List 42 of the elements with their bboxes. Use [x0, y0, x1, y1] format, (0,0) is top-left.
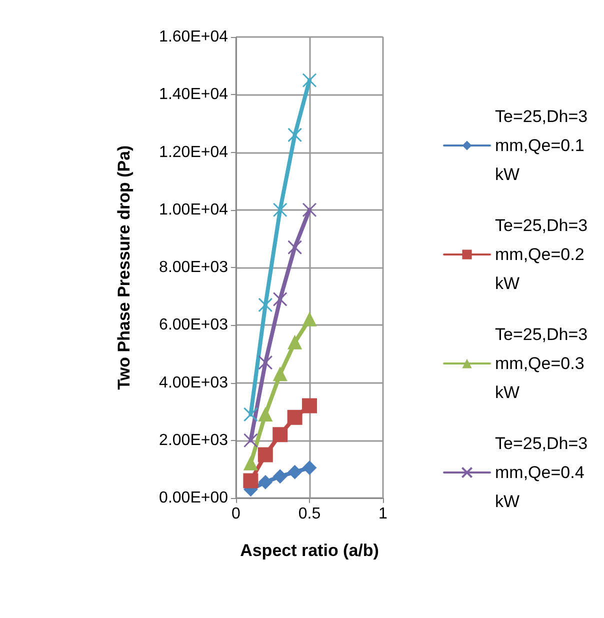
point — [258, 407, 272, 422]
point — [302, 72, 317, 88]
point — [273, 367, 288, 382]
point — [302, 398, 317, 414]
point — [288, 335, 302, 350]
point — [287, 410, 302, 425]
y-tick-label: 2.00E+03 — [159, 432, 228, 449]
point — [258, 447, 273, 462]
point — [258, 298, 273, 312]
legend-label: Te=25,Dh=3 mm,Qe=0.4 kW — [495, 434, 592, 511]
point — [302, 312, 316, 326]
x-tick-label: 0 — [232, 506, 241, 522]
y-tick-label: 1.40E+04 — [159, 86, 228, 104]
point — [272, 427, 288, 442]
legend-label: Te=25,Dh=3 mm,Qe=0.2 kW — [495, 216, 592, 293]
point — [243, 473, 258, 488]
x-axis-title: Aspect ratio (a/b) — [240, 541, 379, 560]
point — [244, 456, 258, 470]
x-tick-label: 1 — [378, 506, 388, 522]
point — [273, 469, 288, 484]
point — [258, 355, 273, 370]
x-tick-label: 0.5 — [298, 506, 321, 522]
y-axis-title: Two Phase Pressure drop (Pa) — [114, 145, 134, 390]
point — [272, 292, 288, 306]
y-tick-label: 1.00E+04 — [159, 201, 228, 218]
y-tick-label: 6.00E+03 — [159, 316, 228, 334]
point — [302, 202, 317, 218]
point — [288, 240, 302, 255]
y-tick-label: 8.00E+03 — [159, 259, 228, 276]
point — [302, 460, 316, 475]
point — [243, 433, 258, 448]
y-tick-label: 1.20E+04 — [159, 144, 228, 161]
point — [288, 128, 302, 142]
legend-label: Te=25,Dh=3 mm,Qe=0.3 kW — [495, 325, 592, 402]
y-tick-label: 1.60E+04 — [159, 28, 228, 46]
point — [272, 202, 288, 218]
point — [288, 465, 302, 480]
point — [243, 407, 258, 422]
y-tick-label: 4.00E+03 — [159, 374, 228, 392]
point — [258, 475, 272, 490]
legend-label: Te=25,Dh=3 mm,Qe=0.1 kW — [495, 107, 592, 184]
y-tick-label: 0.00E+00 — [159, 490, 228, 506]
